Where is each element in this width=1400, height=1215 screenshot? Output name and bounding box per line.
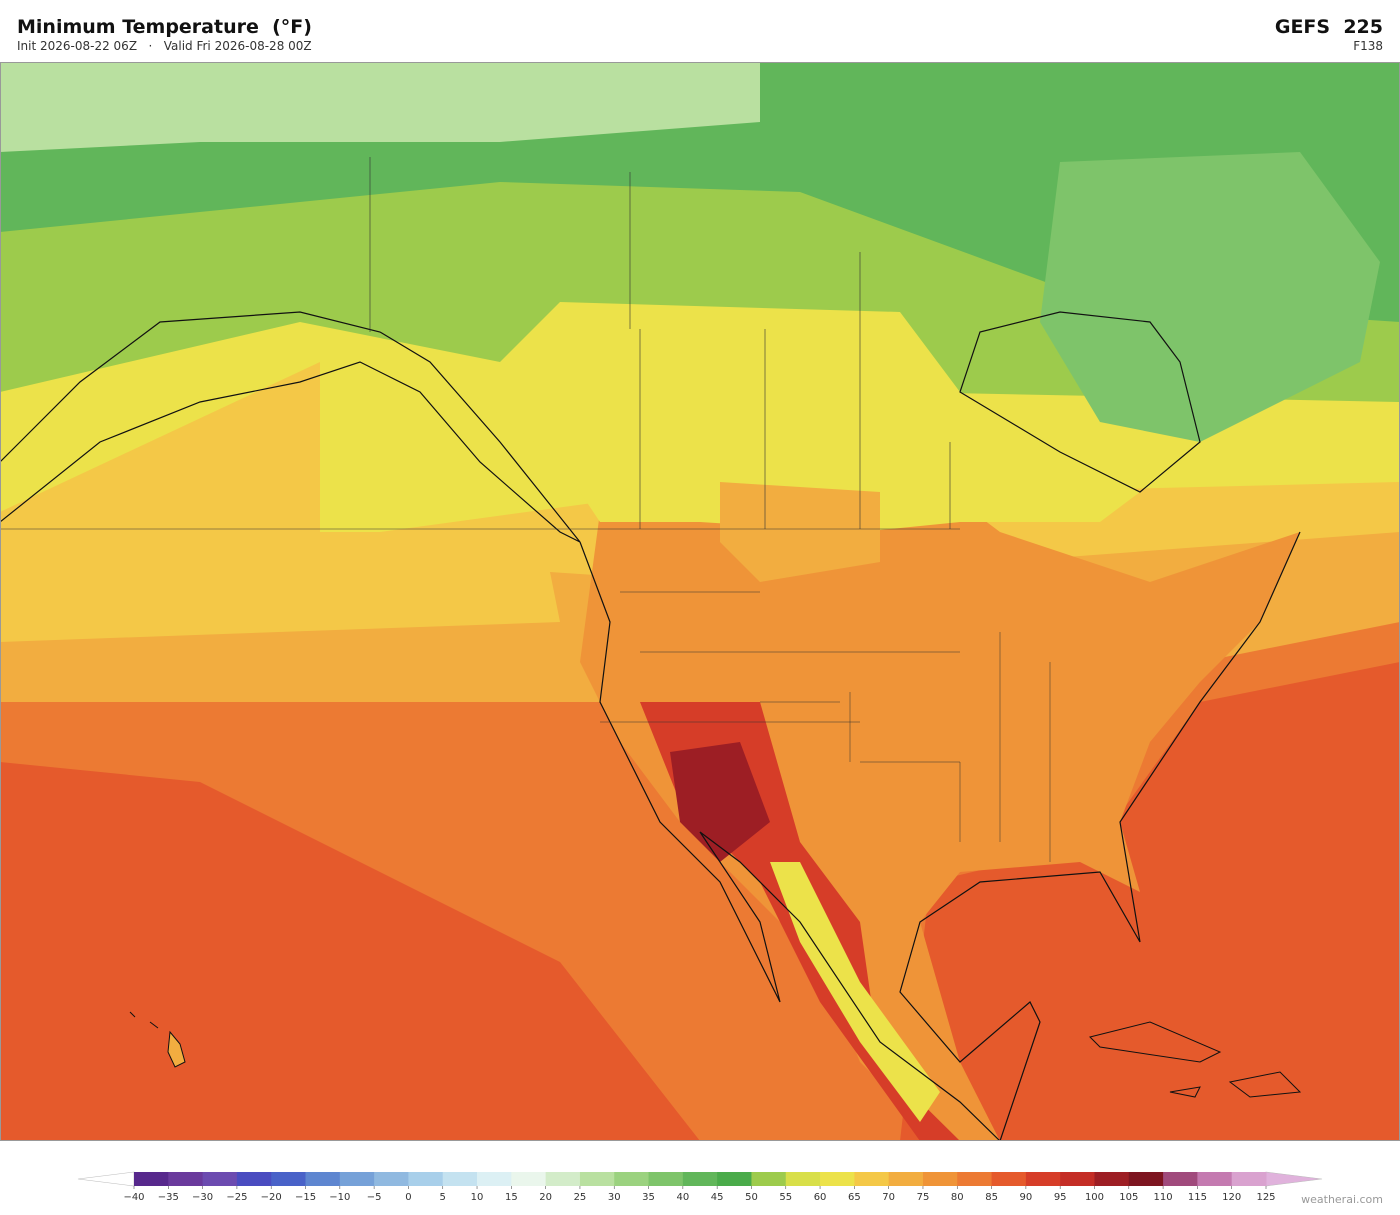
colorbar-tick-label: 60	[814, 1192, 827, 1203]
colorbar-over	[1265, 1171, 1323, 1187]
colorbar-tick-label: 10	[471, 1192, 484, 1203]
colorbar-segment	[579, 1172, 615, 1186]
colorbar-segment	[820, 1172, 855, 1186]
colorbar-tick-label: 15	[505, 1192, 518, 1203]
colorbar-segment	[271, 1172, 307, 1186]
colorbar-tick-label: 90	[1020, 1192, 1033, 1203]
islands	[1089, 1021, 1302, 1098]
colorbar-segment	[614, 1172, 650, 1186]
colorbar-tick-label: −30	[192, 1192, 213, 1203]
warm-prairie	[720, 482, 880, 582]
colorbar-segment	[888, 1172, 924, 1186]
hudson-region	[1040, 152, 1380, 442]
colorbar-segment	[1128, 1172, 1164, 1186]
subtitle: Init 2026-08-22 06Z · Valid Fri 2026-08-…	[17, 39, 312, 53]
colorbar-segment	[751, 1172, 787, 1186]
colorbar-segment	[991, 1172, 1027, 1186]
colorbar-tick-label: −25	[226, 1192, 247, 1203]
colorbar-tick-label: 125	[1256, 1192, 1275, 1203]
colorbar-segment	[682, 1172, 718, 1186]
colorbar-tick-label: 110	[1154, 1192, 1173, 1203]
colorbar-tick-label: 30	[608, 1192, 621, 1203]
colorbar-segment	[785, 1172, 821, 1186]
colorbar-tick-label: 70	[882, 1192, 895, 1203]
colorbar-tick-label: 45	[711, 1192, 724, 1203]
colorbar-segment	[236, 1172, 272, 1186]
colorbar-tick-label: −40	[123, 1192, 144, 1203]
colorbar-segment	[717, 1172, 752, 1186]
hawaii	[129, 1011, 186, 1068]
colorbar-segment	[922, 1172, 958, 1186]
field	[0, 62, 760, 152]
colorbar-segment	[648, 1172, 684, 1186]
colorbar-tick-label: 100	[1085, 1192, 1104, 1203]
colorbar-tick-label: −20	[261, 1192, 282, 1203]
colorbar-tick-label: 75	[917, 1192, 930, 1203]
colorbar-segment	[442, 1172, 478, 1186]
borders	[0, 157, 960, 530]
colorbar-segment	[1231, 1172, 1267, 1186]
title: Minimum Temperature (°F)	[17, 16, 312, 38]
colorbar-segment	[854, 1172, 890, 1186]
watermark: weatherai.com	[1301, 1193, 1383, 1206]
colorbar-tick-label: 0	[405, 1192, 411, 1203]
colorbar-tick-label: 120	[1222, 1192, 1241, 1203]
colorbar-tick-label: 55	[779, 1192, 792, 1203]
colorbar: −40 −35 −30 −25 −20 −15 −10 −5 0 5 10 15 20 25 30 35 40 4…	[77, 1171, 1323, 1203]
colorbar-segment	[957, 1172, 993, 1186]
colorbar-under	[77, 1171, 135, 1187]
colorbar-segment	[1094, 1172, 1130, 1186]
colorbar-segment	[134, 1172, 169, 1186]
land-us-mexico	[580, 502, 1300, 1141]
state-lines	[600, 591, 1051, 862]
colorbar-tick-label: 95	[1054, 1192, 1067, 1203]
colorbar-tick-label: 65	[848, 1192, 861, 1203]
colorbar-tick-label: 40	[676, 1192, 689, 1203]
colorbar-tick-label: 5	[440, 1192, 446, 1203]
colorbar-tick-label: 35	[642, 1192, 655, 1203]
colorbar-segment	[1163, 1172, 1198, 1186]
colorbar-segment	[545, 1172, 581, 1186]
colorbar-tick-label: 25	[574, 1192, 587, 1203]
coastline	[899, 531, 1301, 1141]
colorbar-segment	[408, 1172, 444, 1186]
colorbar-segment	[168, 1172, 204, 1186]
prairie	[470, 302, 1140, 532]
model: GEFS 225	[1274, 16, 1383, 38]
colorbar-segment	[1060, 1172, 1095, 1186]
colorbar-tick-label: 105	[1119, 1192, 1138, 1203]
colorbar-segment	[339, 1172, 375, 1186]
colorbar-tick-label: 80	[951, 1192, 964, 1203]
hot-core	[670, 742, 770, 862]
colorbar-tick-label: 115	[1188, 1192, 1207, 1203]
forecast-hour: F138	[1353, 39, 1383, 53]
colorbar-tick-label: −5	[367, 1192, 382, 1203]
colorbar-tick-label: 85	[985, 1192, 998, 1203]
coastline	[0, 311, 581, 543]
colorbar-segment	[305, 1172, 341, 1186]
coastline	[959, 311, 1201, 493]
colorbar-segment	[374, 1172, 409, 1186]
colorbar-tick-label: −10	[329, 1192, 350, 1203]
colorbar-segment	[202, 1172, 238, 1186]
colorbar-tick-label: −35	[158, 1192, 179, 1203]
colorbar-segment	[511, 1172, 547, 1186]
field	[900, 662, 1400, 1141]
header: Minimum Temperature (°F) Init 2026-08-22…	[0, 0, 1400, 62]
colorbar-tick-label: 20	[539, 1192, 552, 1203]
colorbar-tick-label: 50	[745, 1192, 758, 1203]
map	[0, 62, 1400, 1141]
mountain-cool	[770, 862, 940, 1122]
colorbar-tick-label: −15	[295, 1192, 316, 1203]
colorbar-segment	[1025, 1172, 1061, 1186]
colorbar-segment	[477, 1172, 512, 1186]
colorbar-segment	[1197, 1172, 1233, 1186]
